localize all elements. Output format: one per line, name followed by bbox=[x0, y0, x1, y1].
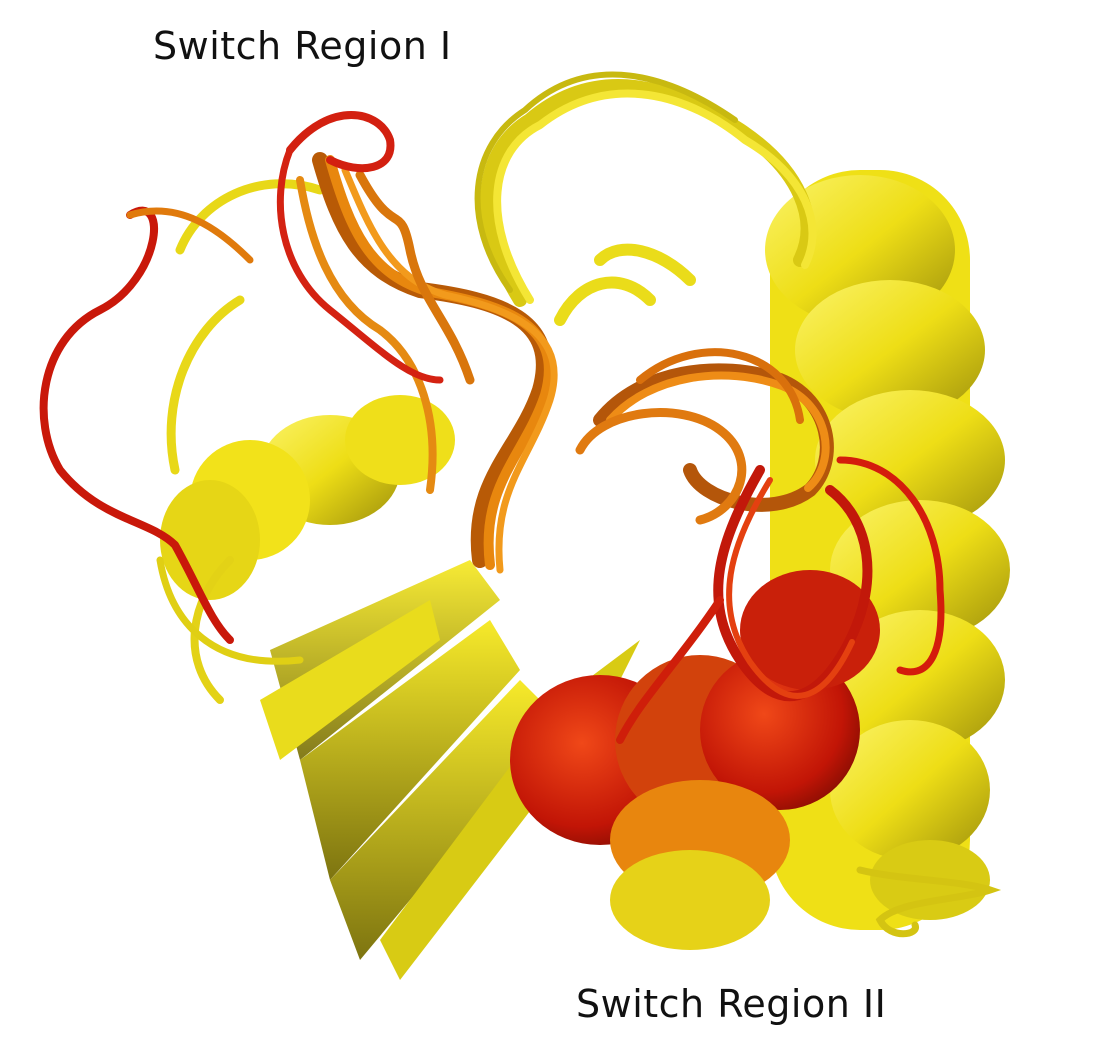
switch-region-1-red-loops bbox=[39, 111, 444, 644]
switch-region-2-red-helix bbox=[510, 456, 945, 950]
c-terminal-coil bbox=[856, 866, 1002, 938]
switch-region-1-bundle bbox=[296, 152, 558, 574]
left-helix bbox=[160, 395, 455, 600]
right-helix bbox=[765, 170, 1010, 930]
top-loop-bundle bbox=[474, 71, 817, 326]
switch-region-2-label: Switch Region II bbox=[576, 982, 887, 1026]
switch-region-1-label: Switch Region I bbox=[153, 24, 452, 68]
